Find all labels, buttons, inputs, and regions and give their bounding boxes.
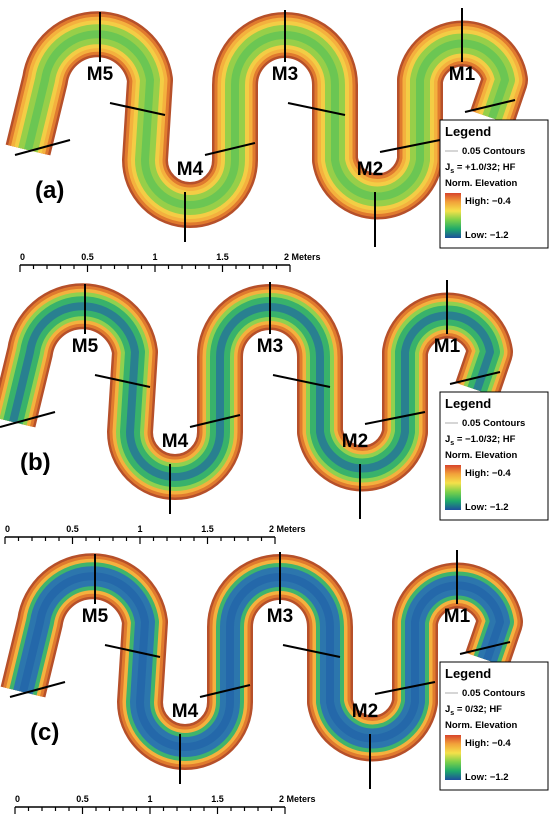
scale-label: 2 Meters xyxy=(269,524,306,534)
section-label: M4 xyxy=(177,159,204,180)
legend: Legend 0.05 Contours Js = 0/32; HF Norm. El… xyxy=(439,661,549,791)
panel-label: (b) xyxy=(20,449,51,476)
section-label: M1 xyxy=(444,606,471,627)
scale-label: 1 xyxy=(137,524,142,534)
section-label: M2 xyxy=(352,701,378,722)
slope-symbol: J xyxy=(445,162,450,173)
legend-contours: 0.05 Contours xyxy=(462,688,525,699)
slope-symbol: J xyxy=(445,434,450,445)
panel: M5 M4 M3 M2 M1 (a) 0 0.5 1 1.5 2 Meters Legend 0.05 … xyxy=(14,8,549,272)
legend-contours: 0.05 Contours xyxy=(462,146,525,157)
legend-slope: Js = +1.0/32; HF xyxy=(445,162,516,175)
panel-label: (c) xyxy=(30,719,59,746)
color-ramp xyxy=(445,193,461,238)
scale-label: 1.5 xyxy=(216,252,229,262)
legend-variable: Norm. Elevation xyxy=(445,720,518,731)
panel-label: (a) xyxy=(35,177,64,204)
legend-title: Legend xyxy=(445,666,491,681)
cross-section xyxy=(0,411,56,428)
scale-label: 0.5 xyxy=(81,252,94,262)
cross-section xyxy=(282,644,341,658)
slope-subscript: s xyxy=(450,440,454,447)
scale-label: 1 xyxy=(147,794,152,804)
scale-label: 1 xyxy=(152,252,157,262)
panel: M5 M4 M3 M2 M1 (c) 0 0.5 1 1.5 2 Meters Legend 0.05 … xyxy=(9,550,549,814)
scale-label: 1.5 xyxy=(201,524,214,534)
scale-label: 2 Meters xyxy=(284,252,321,262)
legend-variable: Norm. Elevation xyxy=(445,178,518,189)
scale-label: 0 xyxy=(5,524,10,534)
cross-section xyxy=(104,644,161,658)
legend-high: High: −0.4 xyxy=(465,468,511,479)
section-label: M2 xyxy=(342,431,368,452)
legend-high: High: −0.4 xyxy=(465,738,511,749)
section-label: M4 xyxy=(172,701,199,722)
legend-slope: Js = −1.0/32; HF xyxy=(445,434,516,447)
slope-symbol: J xyxy=(445,704,450,715)
cross-section xyxy=(449,371,501,385)
section-label: M3 xyxy=(272,64,298,85)
cross-section xyxy=(364,411,426,425)
legend: Legend 0.05 Contours Js = −1.0/32; HF Norm.… xyxy=(439,391,549,521)
scale-label: 0 xyxy=(20,252,25,262)
cross-section xyxy=(464,99,516,113)
slope-text: = −1.0/32; HF xyxy=(454,434,515,445)
color-ramp xyxy=(445,465,461,510)
legend-low: Low: −1.2 xyxy=(465,230,509,241)
cross-section xyxy=(94,374,151,388)
slope-subscript: s xyxy=(450,710,454,717)
slope-text: = +1.0/32; HF xyxy=(454,162,515,173)
cross-section xyxy=(379,139,441,153)
section-label: M5 xyxy=(72,336,99,357)
cross-section xyxy=(189,414,241,428)
slope-text: = 0/32; HF xyxy=(454,704,502,715)
scale-label: 0.5 xyxy=(76,794,89,804)
section-label: M2 xyxy=(357,159,383,180)
cross-section xyxy=(287,102,346,116)
color-ramp xyxy=(445,735,461,780)
legend-contours: 0.05 Contours xyxy=(462,418,525,429)
cross-section xyxy=(204,142,256,156)
section-label: M5 xyxy=(82,606,109,627)
section-label: M1 xyxy=(434,336,461,357)
cross-section xyxy=(9,681,66,698)
scale-label: 1.5 xyxy=(211,794,224,804)
legend-high: High: −0.4 xyxy=(465,196,511,207)
cross-section xyxy=(272,374,331,388)
legend: Legend 0.05 Contours Js = +1.0/32; HF Norm.… xyxy=(439,119,549,249)
cross-section xyxy=(109,102,166,116)
section-label: M3 xyxy=(257,336,283,357)
slope-subscript: s xyxy=(450,168,454,175)
section-label: M4 xyxy=(162,431,189,452)
legend-variable: Norm. Elevation xyxy=(445,450,518,461)
cross-section xyxy=(199,684,251,698)
cross-section xyxy=(459,641,511,655)
section-label: M1 xyxy=(449,64,476,85)
panel: M5 M4 M3 M2 M1 (b) 0 0.5 1 1.5 2 Meters Legend 0.05 … xyxy=(0,280,549,544)
section-label: M5 xyxy=(87,64,114,85)
cross-section xyxy=(374,681,436,695)
cross-section xyxy=(14,139,71,156)
scale-label: 0.5 xyxy=(66,524,79,534)
legend-low: Low: −1.2 xyxy=(465,772,509,783)
legend-title: Legend xyxy=(445,124,491,139)
legend-low: Low: −1.2 xyxy=(465,502,509,513)
scale-label: 2 Meters xyxy=(279,794,316,804)
legend-slope: Js = 0/32; HF xyxy=(445,704,502,717)
legend-title: Legend xyxy=(445,396,491,411)
scale-label: 0 xyxy=(15,794,20,804)
section-label: M3 xyxy=(267,606,293,627)
